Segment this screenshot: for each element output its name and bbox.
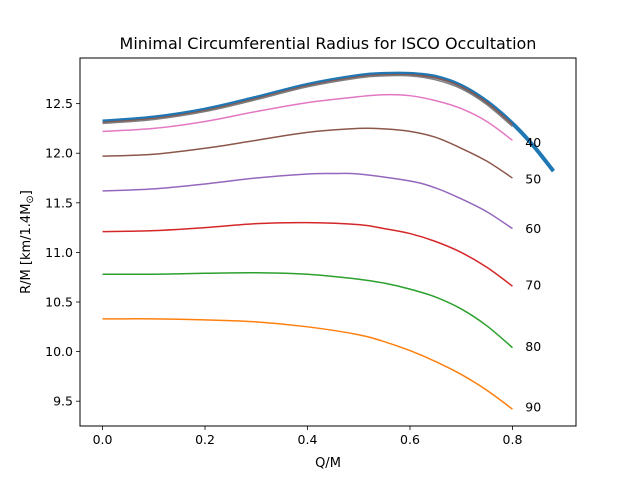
y-axis-label-main: R/M [km/1.4M xyxy=(19,204,34,294)
series-line-40 xyxy=(102,93,513,141)
x-tick-label: 0.4 xyxy=(298,432,318,447)
series-line-50 xyxy=(102,127,513,179)
series-line-80 xyxy=(102,271,513,349)
x-tick-label: 0.6 xyxy=(400,432,420,447)
series-labels: 40 50 60 70 80 90 xyxy=(525,135,541,415)
y-axis-label-sub: ⊙ xyxy=(25,195,36,203)
x-axis-label: Q/M xyxy=(315,456,341,471)
y-axis-label-end: ] xyxy=(19,190,34,195)
series-line-70 xyxy=(102,221,513,287)
series-label-40: 40 xyxy=(525,135,541,150)
series-line-90 xyxy=(102,318,513,410)
series-line-20 xyxy=(102,73,513,126)
y-axis: 9.5 10.0 10.5 11.0 11.5 12.0 12.5 xyxy=(45,96,80,409)
chart-title: Minimal Circumferential Radius for ISCO … xyxy=(120,34,537,53)
y-tick-label: 10.0 xyxy=(45,344,73,359)
series-label-90: 90 xyxy=(525,400,541,415)
y-axis-label: R/M [km/1.4M⊙] xyxy=(19,190,36,294)
y-tick-label: 11.5 xyxy=(45,195,73,210)
series-label-80: 80 xyxy=(525,339,541,354)
y-tick-label: 12.5 xyxy=(45,96,73,111)
series-label-60: 60 xyxy=(525,221,541,236)
x-tick-label: 0.0 xyxy=(93,432,113,447)
y-tick-label: 11.0 xyxy=(45,245,73,260)
series-line-60 xyxy=(102,172,513,230)
series-label-50: 50 xyxy=(525,172,541,187)
y-tick-label: 10.5 xyxy=(45,295,73,310)
plot-area xyxy=(102,71,556,410)
axes-frame xyxy=(79,57,577,427)
x-tick-label: 0.8 xyxy=(503,432,523,447)
x-axis: 0.0 0.2 0.4 0.6 0.8 xyxy=(93,426,523,447)
series-line-envelope xyxy=(102,71,556,173)
y-tick-label: 9.5 xyxy=(53,394,73,409)
y-tick-label: 12.0 xyxy=(45,146,73,161)
x-tick-label: 0.2 xyxy=(195,432,215,447)
series-line-30 xyxy=(102,74,513,128)
series-label-70: 70 xyxy=(525,278,541,293)
